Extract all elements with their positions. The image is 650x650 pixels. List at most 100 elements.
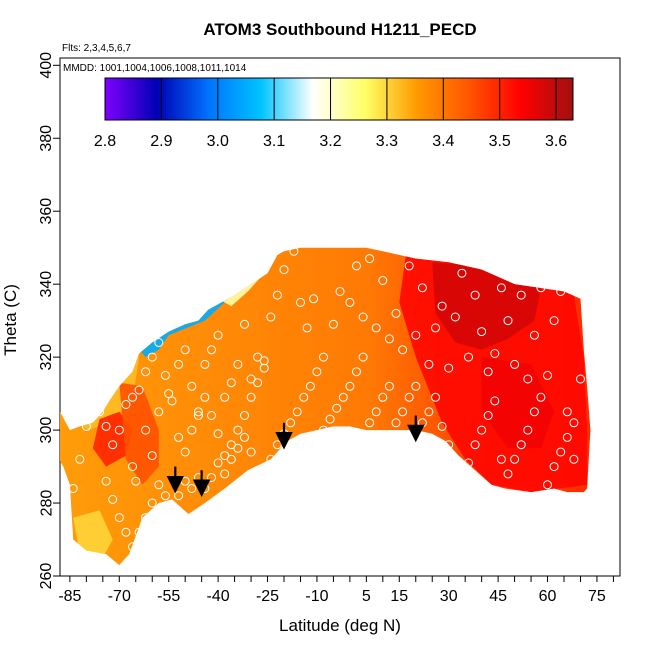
observation-marker xyxy=(437,421,447,431)
observation-marker xyxy=(365,418,375,428)
observation-marker xyxy=(543,480,552,490)
observation-layer xyxy=(68,246,585,552)
chart-title: ATOM3 Southbound H1211_PECD xyxy=(203,20,476,39)
observation-marker xyxy=(302,323,312,333)
x-tick-label: 30 xyxy=(440,588,458,605)
observation-marker xyxy=(391,308,401,318)
observation-marker xyxy=(220,451,230,461)
colorbar-tick-label: 3.4 xyxy=(432,133,454,150)
y-tick-label: 280 xyxy=(38,490,55,517)
observation-marker xyxy=(516,440,526,450)
y-tick-label: 300 xyxy=(38,417,55,444)
observation-marker xyxy=(477,327,487,337)
observation-marker xyxy=(193,411,203,420)
observation-marker xyxy=(154,338,164,347)
observation-marker xyxy=(562,407,572,417)
x-tick-label: 45 xyxy=(489,588,507,605)
observation-marker xyxy=(167,502,177,512)
observation-marker xyxy=(108,494,118,504)
observation-marker xyxy=(128,542,137,552)
observation-marker xyxy=(398,345,408,355)
observation-marker xyxy=(226,454,236,464)
observation-marker xyxy=(328,319,338,329)
observation-marker xyxy=(431,323,440,333)
observation-marker xyxy=(444,363,454,373)
field-region-deep-red-core xyxy=(432,262,541,350)
observation-marker xyxy=(134,385,144,395)
observation-marker xyxy=(101,476,111,486)
observation-marker xyxy=(187,425,197,435)
observation-marker xyxy=(296,297,305,307)
plot-frame xyxy=(59,57,621,577)
colorbar-tick-label: 3.0 xyxy=(207,133,229,150)
observation-marker xyxy=(200,359,210,369)
y-tick-label: 360 xyxy=(38,198,55,225)
observation-marker xyxy=(246,447,256,457)
observation-marker xyxy=(134,527,144,537)
x-axis-label: Latitude (deg N) xyxy=(279,616,401,635)
observation-marker xyxy=(404,392,414,402)
observation-marker xyxy=(128,462,137,472)
observation-marker xyxy=(444,440,454,450)
observation-marker xyxy=(312,367,322,377)
observation-marker xyxy=(569,418,579,428)
observation-marker xyxy=(266,312,276,322)
y-tick-label: 320 xyxy=(38,344,55,371)
field-region-red-center-right xyxy=(481,357,555,449)
colorbar-tick-label: 3.2 xyxy=(319,133,341,150)
observation-marker xyxy=(167,396,177,406)
observation-marker xyxy=(483,411,493,420)
observation-marker xyxy=(417,283,427,293)
observation-marker xyxy=(121,400,131,409)
y-tick-label: 400 xyxy=(38,52,55,79)
observation-marker xyxy=(213,458,223,468)
observation-marker xyxy=(88,403,98,413)
flights-annotation: Flts: 2,3,4,5,6,7 xyxy=(62,43,131,54)
observation-marker xyxy=(529,407,539,417)
observation-marker xyxy=(358,352,368,362)
observation-marker xyxy=(562,432,572,442)
observation-marker xyxy=(378,276,388,285)
observation-marker xyxy=(240,432,249,442)
observation-marker xyxy=(141,367,151,377)
observation-marker xyxy=(483,367,493,377)
observation-marker xyxy=(207,345,216,355)
observation-marker xyxy=(332,403,342,413)
observation-marker xyxy=(207,473,216,482)
observation-marker xyxy=(233,443,243,453)
x-tick-label: -25 xyxy=(256,588,279,605)
observation-marker xyxy=(529,330,539,340)
x-tick-label: 60 xyxy=(539,588,557,605)
observation-marker xyxy=(365,254,375,264)
observation-marker xyxy=(464,352,473,362)
x-tick-label: 15 xyxy=(390,588,408,605)
observation-marker xyxy=(378,392,388,402)
observation-marker xyxy=(272,290,282,300)
observation-marker xyxy=(131,476,141,486)
x-axis: -85 -70 -55 -40 -25 -10 5 15 30 45 60 75 xyxy=(58,576,614,605)
observation-marker xyxy=(75,454,85,464)
observation-marker xyxy=(160,370,170,380)
observation-marker xyxy=(213,429,223,439)
observation-marker xyxy=(510,454,520,464)
observation-marker xyxy=(477,425,487,435)
observation-marker xyxy=(503,469,513,479)
colorbar-tick-label: 3.5 xyxy=(489,133,511,150)
observation-marker xyxy=(464,458,473,468)
observation-marker xyxy=(279,265,289,275)
observation-marker xyxy=(187,381,197,391)
observation-marker xyxy=(207,411,216,420)
observation-marker xyxy=(259,356,269,366)
y-tick-label: 340 xyxy=(38,271,55,298)
observation-marker xyxy=(160,491,170,501)
observation-marker xyxy=(470,290,480,300)
colorbar-tick-label: 2.8 xyxy=(94,133,116,150)
observation-marker xyxy=(457,268,467,278)
observation-marker xyxy=(325,414,335,424)
observation-marker xyxy=(299,392,309,402)
observation-marker xyxy=(510,359,520,369)
observation-marker xyxy=(516,290,526,300)
observation-marker xyxy=(543,370,552,380)
colorbar-tick-label: 2.9 xyxy=(150,133,172,150)
x-tick-label: -40 xyxy=(207,588,230,605)
